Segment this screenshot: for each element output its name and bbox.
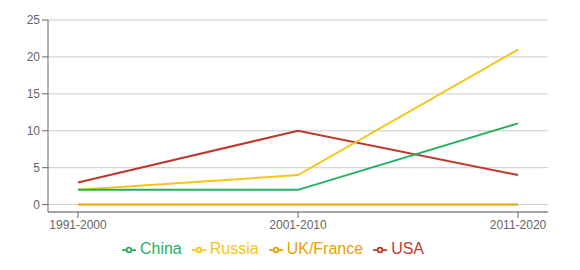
html-text:USA: USA <box>391 240 424 257</box>
svg-text:20: 20 <box>27 50 41 64</box>
svg-text:2011-2020: 2011-2020 <box>490 218 547 232</box>
svg-text:25: 25 <box>27 13 41 27</box>
svg-text:10: 10 <box>27 124 41 138</box>
html-text:China: China <box>140 240 182 257</box>
svg-text:5: 5 <box>33 161 40 175</box>
svg-text:1991-2000: 1991-2000 <box>49 218 107 232</box>
svg-text:2001-2010: 2001-2010 <box>269 218 327 232</box>
svg-text:15: 15 <box>27 87 41 101</box>
html-text:Russia: Russia <box>209 240 259 257</box>
svg-text:0: 0 <box>33 198 40 212</box>
html-text:UK/France: UK/France <box>286 240 364 257</box>
